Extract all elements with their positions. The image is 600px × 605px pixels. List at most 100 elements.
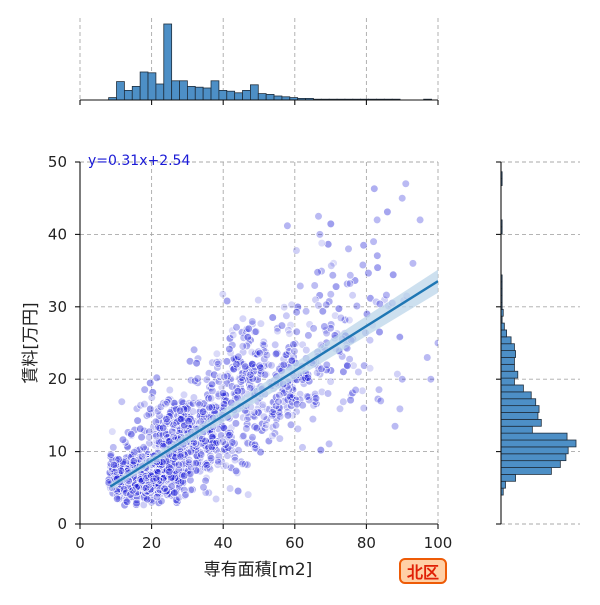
top-hist-bar: [123, 90, 133, 101]
scatter-point: [329, 259, 338, 268]
scatter-point: [204, 443, 213, 452]
top-hist-bar: [202, 87, 212, 101]
scatter-point: [172, 498, 181, 507]
scatter-point: [343, 279, 352, 289]
x-tick-label: 80: [357, 534, 376, 552]
scatter-point: [408, 259, 418, 268]
scatter-point: [108, 427, 117, 436]
scatter-point: [322, 300, 331, 309]
regression-equation-label: y=0.31x+2.54: [88, 153, 190, 169]
scatter-point: [366, 364, 375, 373]
scatter-point: [201, 476, 210, 485]
scatter-point: [161, 399, 170, 409]
scatter-point: [119, 457, 128, 467]
scatter-point: [274, 407, 283, 417]
scatter-point: [165, 463, 174, 472]
scatter-point: [380, 295, 389, 305]
scatter-point: [256, 363, 265, 372]
scatter-point: [273, 324, 282, 333]
scatter-point: [236, 377, 245, 386]
scatter-point: [324, 240, 333, 249]
scatter-point: [205, 403, 214, 412]
scatter-point: [118, 435, 128, 444]
scatter-point: [272, 349, 281, 359]
scatter-point: [180, 471, 189, 480]
scatter-point: [315, 230, 324, 239]
scatter-point: [143, 495, 152, 504]
scatter-point: [241, 362, 250, 371]
scatter-point: [345, 279, 355, 288]
right-hist-bar: [500, 453, 567, 462]
right-hist-bar: [500, 363, 515, 372]
scatter-point: [184, 416, 193, 426]
right-hist-bar: [500, 343, 515, 352]
scatter-point: [359, 404, 368, 413]
scatter-point: [317, 387, 327, 397]
scatter-point: [207, 454, 216, 463]
scatter-point: [106, 450, 115, 459]
scatter-point: [165, 470, 174, 479]
scatter-point: [214, 359, 223, 369]
right-hist-bar: [500, 432, 568, 441]
scatter-point: [121, 488, 131, 497]
scatter-point: [146, 378, 155, 388]
scatter-point: [159, 423, 168, 433]
scatter-point: [310, 281, 319, 290]
scatter-point: [165, 489, 174, 499]
scatter-point: [244, 413, 253, 422]
scatter-point: [212, 494, 221, 504]
scatter-point: [170, 488, 179, 497]
right-hist-bar: [500, 329, 507, 338]
scatter-point: [313, 268, 322, 277]
scatter-point: [286, 420, 296, 429]
scatter-point: [279, 397, 288, 406]
scatter-point: [148, 388, 157, 397]
scatter-point: [186, 447, 195, 456]
scatter-point: [288, 411, 297, 420]
scatter-point: [271, 340, 280, 349]
scatter-point: [212, 349, 221, 358]
scatter-point: [207, 394, 216, 403]
scatter-point: [218, 437, 227, 446]
scatter-point: [254, 296, 263, 305]
y-tick-label: 0: [57, 515, 67, 533]
scatter-point: [140, 400, 149, 409]
scatter-point: [320, 322, 329, 331]
scatter-point: [340, 315, 350, 325]
scatter-point: [285, 329, 294, 338]
top-hist-bar: [147, 72, 157, 101]
scatter-point: [358, 386, 367, 395]
x-tick-label: 100: [424, 534, 453, 552]
scatter-point: [247, 348, 256, 357]
scatter-point: [177, 415, 186, 424]
x-tick-label: 20: [142, 534, 161, 552]
scatter-point: [248, 360, 257, 369]
scatter-point: [133, 416, 142, 425]
scatter-point: [268, 431, 277, 441]
scatter-point: [233, 387, 242, 396]
scatter-point: [239, 431, 248, 441]
scatter-point: [270, 429, 280, 438]
scatter-point: [314, 301, 323, 310]
x-tick-label: 0: [75, 534, 85, 552]
scatter-point: [127, 430, 136, 439]
scatter-point: [293, 302, 302, 312]
scatter-point: [393, 370, 402, 379]
scatter-point: [365, 336, 375, 345]
scatter-point: [290, 347, 299, 356]
scatter-point: [222, 357, 231, 366]
scatter-point: [398, 194, 407, 203]
scatter-point: [212, 438, 221, 448]
top-hist-bar: [250, 84, 259, 101]
scatter-point: [223, 296, 232, 306]
x-tick-label: 60: [285, 534, 304, 552]
top-hist-bar: [171, 80, 180, 101]
scatter-point: [244, 490, 253, 499]
scatter-point: [302, 392, 312, 401]
scatter-point: [152, 373, 161, 382]
scatter-point: [145, 439, 154, 448]
scatter-point: [398, 375, 407, 384]
scatter-point: [359, 241, 368, 250]
regression: [109, 269, 438, 491]
